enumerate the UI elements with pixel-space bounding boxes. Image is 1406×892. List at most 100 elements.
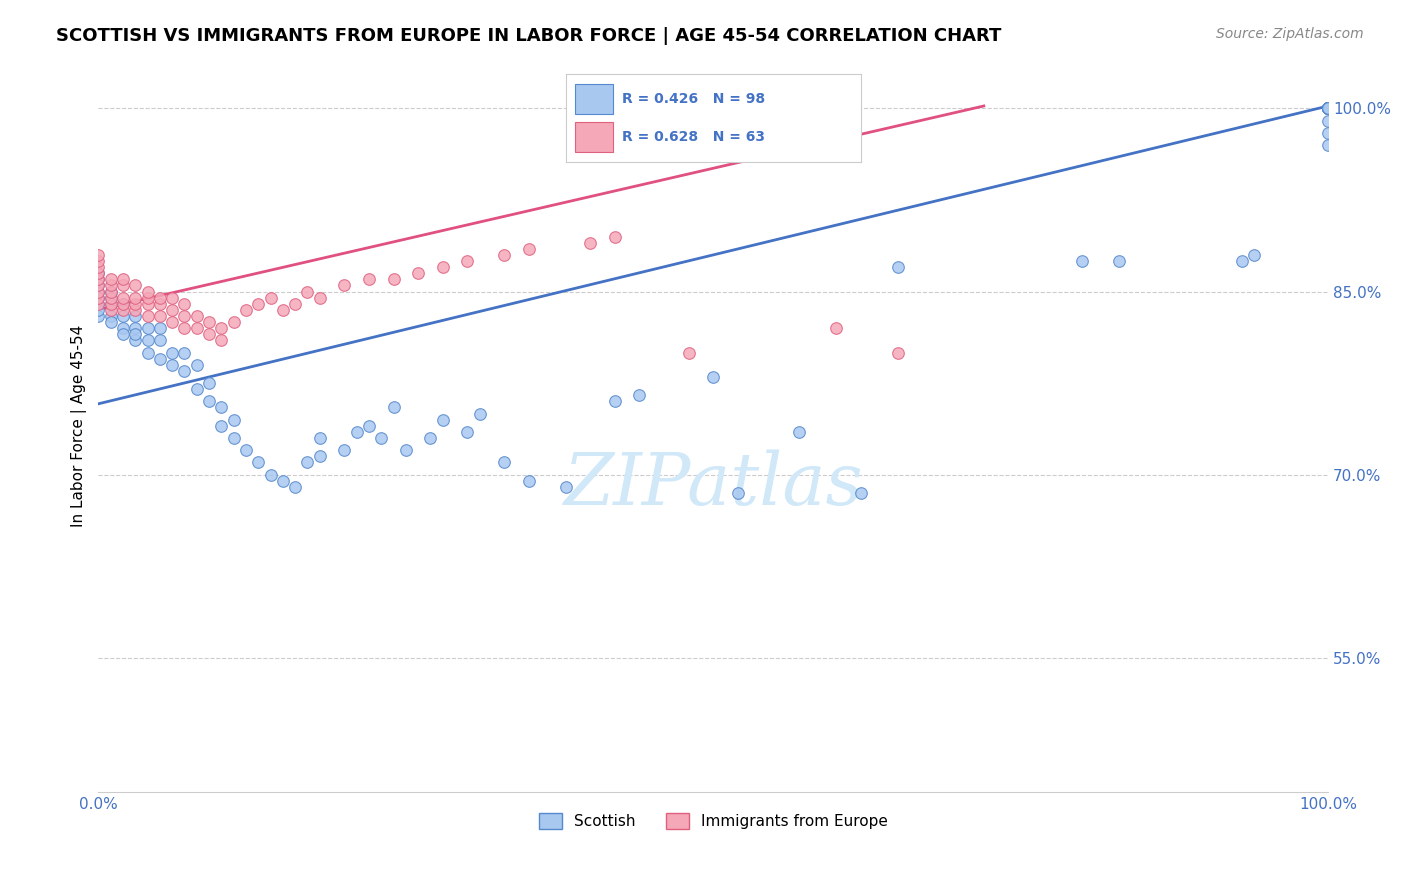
Point <box>1317 102 1340 116</box>
Point <box>173 364 195 378</box>
Point <box>346 425 368 439</box>
Point <box>333 278 356 293</box>
Point <box>517 242 540 256</box>
Point <box>603 229 626 244</box>
Point <box>209 418 232 433</box>
Point <box>406 266 429 280</box>
Point <box>603 394 626 409</box>
Point <box>1317 102 1340 116</box>
Point <box>198 315 221 329</box>
Point <box>111 278 134 293</box>
Point <box>395 443 418 458</box>
Point <box>357 272 380 286</box>
Point <box>1317 102 1340 116</box>
Point <box>100 302 122 317</box>
Point <box>111 302 134 317</box>
Point <box>124 296 146 310</box>
Point <box>111 327 134 342</box>
Point <box>382 401 405 415</box>
Point <box>100 285 122 299</box>
Point <box>209 321 232 335</box>
Point <box>87 272 110 286</box>
Point <box>149 291 172 305</box>
Point <box>554 480 576 494</box>
Point <box>1317 102 1340 116</box>
Point <box>87 291 110 305</box>
Point <box>124 327 146 342</box>
Point <box>494 248 516 262</box>
Point <box>259 291 281 305</box>
Point <box>160 358 183 372</box>
Point <box>1230 254 1253 268</box>
Point <box>160 345 183 359</box>
Point <box>100 278 122 293</box>
Point <box>209 334 232 348</box>
Point <box>136 321 159 335</box>
Text: Source: ZipAtlas.com: Source: ZipAtlas.com <box>1216 27 1364 41</box>
Point <box>100 285 122 299</box>
Point <box>271 302 294 317</box>
Point <box>100 291 122 305</box>
Point <box>1317 102 1340 116</box>
Point <box>100 296 122 310</box>
Point <box>149 334 172 348</box>
Point <box>87 260 110 274</box>
Point <box>149 296 172 310</box>
Point <box>1317 102 1340 116</box>
Text: SCOTTISH VS IMMIGRANTS FROM EUROPE IN LABOR FORCE | AGE 45-54 CORRELATION CHART: SCOTTISH VS IMMIGRANTS FROM EUROPE IN LA… <box>56 27 1001 45</box>
Legend: Scottish, Immigrants from Europe: Scottish, Immigrants from Europe <box>533 807 894 836</box>
Point <box>456 425 478 439</box>
Point <box>209 401 232 415</box>
Point <box>111 272 134 286</box>
Point <box>247 296 270 310</box>
Point <box>308 291 330 305</box>
Point <box>100 272 122 286</box>
Point <box>87 248 110 262</box>
Point <box>357 418 380 433</box>
Point <box>87 266 110 280</box>
Point <box>222 412 245 426</box>
Point <box>727 486 749 500</box>
Point <box>124 334 146 348</box>
Point <box>87 302 110 317</box>
Point <box>382 272 405 286</box>
Point <box>136 334 159 348</box>
Point <box>432 412 454 426</box>
Point <box>198 327 221 342</box>
Point <box>1108 254 1130 268</box>
Point <box>87 254 110 268</box>
Text: ZIPatlas: ZIPatlas <box>564 449 863 520</box>
Point <box>136 291 159 305</box>
Point <box>124 291 146 305</box>
Point <box>1317 138 1340 153</box>
Point <box>173 296 195 310</box>
Point <box>1317 102 1340 116</box>
Point <box>149 351 172 366</box>
Point <box>235 302 257 317</box>
Point <box>456 254 478 268</box>
Point <box>136 309 159 323</box>
Y-axis label: In Labor Force | Age 45-54: In Labor Force | Age 45-54 <box>72 325 87 527</box>
Point <box>308 450 330 464</box>
Point <box>136 345 159 359</box>
Point <box>87 309 110 323</box>
Point <box>1317 113 1340 128</box>
Point <box>370 431 392 445</box>
Point <box>825 321 848 335</box>
Point <box>87 296 110 310</box>
Point <box>87 291 110 305</box>
Point <box>222 431 245 445</box>
Point <box>1317 102 1340 116</box>
Point <box>87 272 110 286</box>
Point <box>271 474 294 488</box>
Point <box>308 431 330 445</box>
Point <box>100 296 122 310</box>
Point <box>111 291 134 305</box>
Point <box>87 278 110 293</box>
Point <box>198 394 221 409</box>
Point <box>136 296 159 310</box>
Point <box>111 296 134 310</box>
Point <box>333 443 356 458</box>
Point <box>186 382 208 396</box>
Point <box>222 315 245 329</box>
